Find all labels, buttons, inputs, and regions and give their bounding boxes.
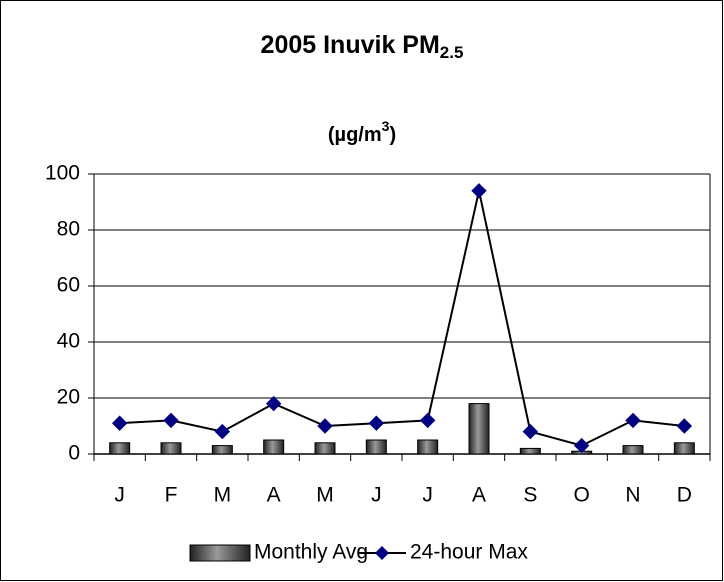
legend-marker [375, 546, 389, 560]
chart-subtitle: (µg/m3) [328, 118, 396, 147]
x-tick-label: A [472, 484, 486, 507]
marker [419, 412, 436, 429]
bar [673, 442, 695, 455]
marker [573, 437, 590, 454]
legend-label: Monthly Avg [254, 541, 368, 564]
bar [468, 403, 490, 455]
x-tick-label: A [267, 484, 281, 507]
x-tick-label: M [214, 484, 232, 507]
bar [109, 442, 131, 455]
marker [265, 395, 282, 412]
marker [368, 415, 385, 431]
y-tick-label: 0 [68, 442, 80, 465]
bar [160, 442, 182, 455]
line [119, 190, 685, 447]
bar [211, 445, 233, 455]
marker [625, 412, 641, 429]
x-tick-label: J [422, 484, 433, 507]
marker [522, 423, 539, 440]
bar [263, 439, 285, 455]
x-tick-label: F [165, 484, 178, 507]
y-tick-label: 100 [45, 162, 80, 185]
marker [111, 415, 128, 431]
x-tick-label: O [573, 484, 589, 507]
x-tick-label: N [625, 484, 640, 507]
legend-label: 24-hour Max [410, 541, 528, 564]
marker [676, 418, 693, 434]
y-tick-label: 40 [57, 330, 80, 353]
x-tick-label: M [316, 484, 334, 507]
y-tick-label: 60 [57, 274, 80, 297]
bar [622, 445, 644, 455]
x-tick-label: D [677, 484, 692, 507]
marker [317, 418, 333, 434]
bar [365, 439, 387, 455]
y-tick-label: 80 [57, 218, 80, 241]
legend-swatch [189, 544, 251, 562]
marker [214, 423, 231, 440]
marker [163, 412, 179, 429]
x-tick-label: J [371, 484, 382, 507]
x-tick-label: S [523, 484, 537, 507]
marker [471, 183, 487, 199]
x-tick-label: J [114, 484, 125, 507]
y-tick-label: 20 [57, 386, 80, 409]
chart-title: 2005 Inuvik PM2.5 [261, 31, 464, 63]
bar [519, 447, 541, 455]
bar [314, 442, 336, 455]
bar [417, 439, 439, 455]
